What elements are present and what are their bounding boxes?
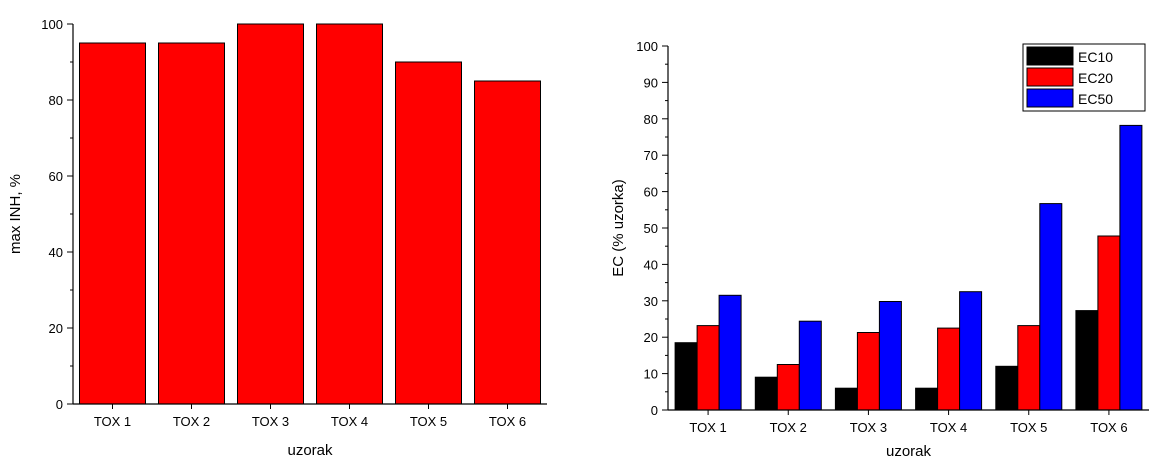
x-tick-label: TOX 5	[410, 414, 447, 429]
y-tick-label: 90	[644, 75, 658, 90]
bar-ec20-1	[696, 325, 720, 411]
x-tick-label: TOX 4	[930, 420, 967, 435]
x-axis-title: uzorak	[287, 442, 333, 459]
x-tick-label: TOX 3	[252, 414, 289, 429]
y-tick-label: 40	[49, 245, 63, 260]
bar-ec20-3	[856, 332, 880, 411]
legend-swatch-ec20	[1026, 67, 1074, 87]
y-tick-label: 80	[49, 93, 63, 108]
bar-value-6	[474, 80, 541, 405]
y-tick-label: 20	[49, 321, 63, 336]
x-tick-label: TOX 2	[173, 414, 210, 429]
y-tick-label: 80	[644, 112, 658, 127]
x-tick-label: TOX 4	[331, 414, 368, 429]
legend-label-ec10: EC10	[1078, 49, 1113, 65]
y-tick-label: 0	[56, 397, 63, 412]
bar-ec50-5	[1039, 203, 1063, 411]
bar-ec20-2	[776, 364, 800, 411]
bar-ec10-6	[1075, 310, 1099, 411]
bar-ec10-5	[995, 365, 1019, 411]
bar-ec50-4	[959, 291, 983, 411]
bar-ec10-2	[754, 376, 778, 411]
bar-value-2	[158, 42, 225, 405]
bar-ec50-6	[1119, 124, 1143, 411]
y-axis-title: EC (% uzorka)	[610, 179, 627, 277]
bar-value-5	[395, 61, 462, 405]
x-tick-label: TOX 6	[1090, 420, 1127, 435]
x-tick-label: TOX 2	[770, 420, 807, 435]
y-tick-label: 40	[644, 257, 658, 272]
y-tick-label: 100	[41, 17, 63, 32]
bar-value-4	[316, 23, 383, 405]
x-tick-label: TOX 6	[489, 414, 526, 429]
bar-ec20-4	[937, 327, 961, 411]
legend-swatch-ec50	[1026, 88, 1074, 108]
legend-label-ec20: EC20	[1078, 70, 1113, 86]
y-tick-label: 0	[651, 403, 658, 418]
x-tick-label: TOX 5	[1010, 420, 1047, 435]
bar-ec10-4	[915, 387, 939, 411]
y-tick-label: 60	[644, 185, 658, 200]
legend-swatch-ec10	[1026, 46, 1074, 66]
y-tick-label: 30	[644, 294, 658, 309]
chart-max-inh: TOX 1 TOX 2 TOX 3 TOX 4 TOX 5 TOX 6 0 20 40 60 80 1…	[7, 17, 547, 459]
x-tick-label: TOX 3	[850, 420, 887, 435]
y-tick-label: 20	[644, 330, 658, 345]
bar-ec10-3	[834, 387, 858, 411]
legend-label-ec50: EC50	[1078, 91, 1113, 107]
bar-ec50-3	[878, 301, 902, 411]
y-tick-label: 50	[644, 221, 658, 236]
bar-value-3	[237, 23, 304, 405]
y-tick-label: 70	[644, 148, 658, 163]
bar-ec50-1	[718, 294, 742, 411]
bar-ec50-2	[798, 320, 822, 411]
y-tick-label: 100	[636, 39, 658, 54]
x-axis-title: uzorak	[886, 443, 932, 460]
x-tick-label: TOX 1	[689, 420, 726, 435]
y-tick-label: 10	[644, 367, 658, 382]
bar-ec20-5	[1017, 325, 1041, 411]
legend: EC10 EC20 EC50	[1022, 43, 1146, 112]
chart-ec: TOX 1 TOX 2 TOX 3 TOX 4 TOX 5 TOX 6 0 10 20 30 40 5…	[610, 39, 1149, 460]
bar-ec10-1	[674, 342, 698, 411]
x-tick-label: TOX 1	[94, 414, 131, 429]
bar-ec20-6	[1097, 235, 1121, 411]
y-tick-label: 60	[49, 169, 63, 184]
bar-value-1	[79, 42, 146, 405]
y-axis-title: max INH, %	[7, 174, 24, 254]
